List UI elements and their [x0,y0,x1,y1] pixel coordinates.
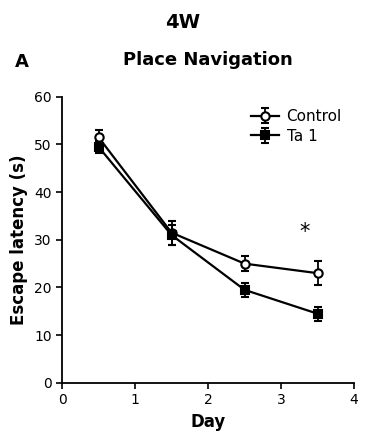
Legend: Control, Ta 1: Control, Ta 1 [247,104,346,148]
Text: A: A [15,53,28,71]
X-axis label: Day: Day [191,413,226,431]
Y-axis label: Escape latency (s): Escape latency (s) [11,154,28,325]
Text: 4W: 4W [165,13,200,32]
Text: Place Navigation: Place Navigation [123,51,293,69]
Text: *: * [299,222,310,242]
